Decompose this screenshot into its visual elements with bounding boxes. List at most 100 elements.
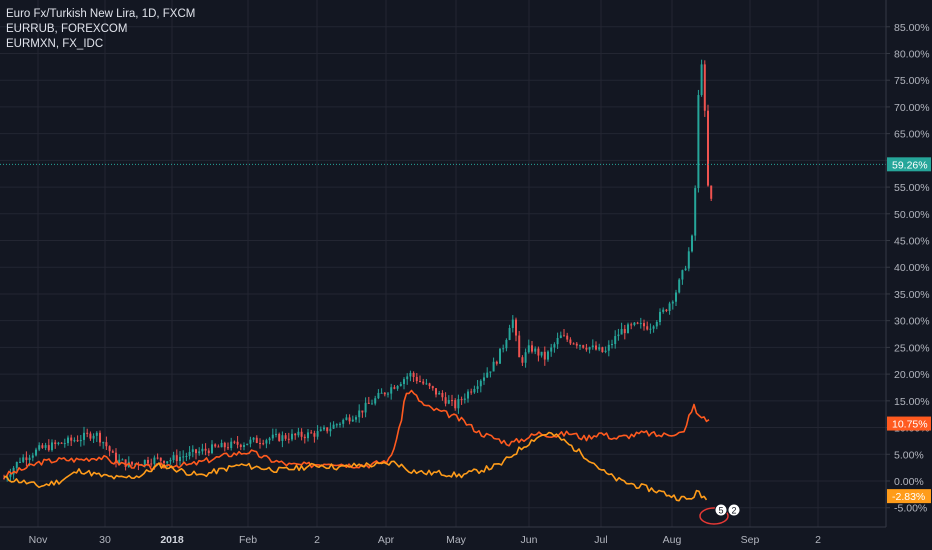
candle-body — [566, 335, 569, 340]
candle-body — [524, 352, 527, 363]
x-tick-label: Sep — [741, 534, 760, 546]
candle-body — [681, 270, 684, 280]
candle-body — [451, 400, 453, 402]
x-tick-label: 2018 — [160, 534, 184, 546]
candle-body — [111, 451, 114, 453]
candle-body — [454, 400, 457, 409]
candle-body — [684, 268, 687, 271]
candle-body — [601, 347, 604, 352]
candle-body — [188, 451, 191, 456]
candle-body — [182, 456, 185, 458]
candle-body — [275, 433, 277, 435]
candle-body — [303, 436, 306, 439]
candle-body — [553, 344, 556, 348]
candle-body — [495, 361, 498, 364]
candle-body — [89, 433, 92, 439]
candle-body — [598, 347, 601, 350]
candle-body — [403, 379, 405, 384]
candle-body — [534, 348, 537, 352]
candle-body — [198, 451, 201, 454]
candle-body — [348, 417, 351, 422]
candle-body — [527, 345, 530, 353]
candle-body — [643, 323, 645, 327]
last-value-tags: 59.26% 10.75% -2.83% — [887, 157, 931, 504]
candle-body — [204, 448, 207, 451]
x-tick-label: Nov — [29, 534, 48, 546]
candle-body — [380, 392, 383, 394]
candle-body — [25, 457, 28, 461]
candle-body — [367, 402, 370, 404]
candle-body — [83, 432, 85, 440]
candle-body — [278, 433, 281, 441]
candle-body — [582, 345, 585, 348]
candle-body — [227, 447, 229, 449]
candle-body — [387, 393, 389, 395]
candle-body — [521, 357, 524, 363]
x-tick-label: 2 — [314, 534, 320, 546]
candle-body — [351, 419, 354, 422]
legend-compare-eurmxn[interactable]: EURMXN, FX_IDC — [6, 38, 104, 50]
candle-body — [179, 456, 181, 462]
candle-body — [543, 351, 546, 360]
candle-body — [223, 442, 226, 448]
candle-body — [316, 431, 319, 437]
candle-body — [185, 455, 188, 457]
candle-body — [435, 388, 437, 395]
candle-body — [467, 391, 469, 399]
candle-body — [233, 441, 236, 443]
candle-body — [335, 424, 338, 426]
candle-body — [255, 437, 258, 443]
candle-body — [700, 64, 703, 96]
candle-body — [169, 460, 172, 462]
event-count-badge[interactable] — [727, 503, 741, 517]
candle-body — [358, 410, 361, 418]
candle-body — [102, 442, 105, 444]
candle-body — [460, 399, 463, 401]
candle-body — [540, 351, 543, 356]
candle-body — [220, 442, 223, 448]
candle-body — [73, 440, 76, 442]
candle-body — [620, 329, 623, 335]
candle-body — [115, 452, 117, 463]
last-value-tag-eurrub — [887, 416, 931, 431]
candle-body — [287, 438, 290, 440]
candle-body — [492, 361, 495, 372]
candle-body — [19, 461, 21, 463]
y-tick-label: 35.00% — [894, 289, 930, 301]
y-tick-label: 50.00% — [894, 209, 930, 221]
candle-body — [508, 327, 511, 340]
candle-body — [281, 435, 284, 441]
candle-body — [393, 387, 396, 389]
candle-body — [124, 459, 127, 467]
candle-body — [35, 449, 37, 456]
candle-body — [438, 393, 441, 395]
y-tick-label: 75.00% — [894, 75, 930, 87]
candle-body — [159, 457, 162, 461]
legend-compare-eurrub[interactable]: EURRUB, FOREXCOM — [6, 23, 128, 35]
candle-body — [563, 335, 565, 337]
chart-legend: Euro Fx/Turkish New Lira, 1D, FXCM EURRU… — [6, 7, 195, 52]
candle-body — [588, 347, 591, 350]
grid-lines — [0, 0, 886, 527]
event-count-badge[interactable] — [714, 503, 728, 517]
candle-body — [252, 437, 255, 440]
candle-body — [44, 445, 47, 448]
candle-body — [604, 350, 607, 352]
last-value-tag-eurmxn-label: -2.83% — [892, 491, 925, 503]
candle-body — [537, 348, 540, 356]
y-tick-label: 65.00% — [894, 129, 930, 141]
y-tick-label: 45.00% — [894, 236, 930, 248]
candle-body — [691, 235, 693, 252]
legend-main-symbol[interactable]: Euro Fx/Turkish New Lira, 1D, FXCM — [6, 8, 196, 20]
candle-body — [595, 345, 597, 350]
candle-body — [345, 417, 348, 420]
last-value-tag-eurrub-label: 10.75% — [892, 419, 928, 431]
x-axis[interactable]: Nov 30 2018 Feb 2 Apr May Jun Jul Aug Sep 2 — [29, 534, 821, 546]
candle-body — [476, 386, 479, 389]
y-tick-label: 20.00% — [894, 369, 930, 381]
earnings-event-marker[interactable] — [699, 507, 729, 525]
candle-body — [15, 462, 18, 468]
